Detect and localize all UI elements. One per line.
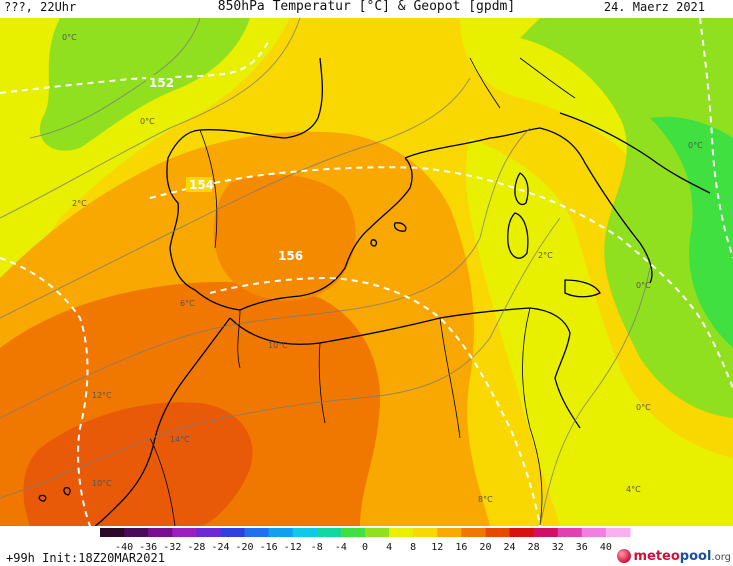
colorbar-ticks: -40 -36 -32 -28 -24 -20 -16 -12 -8 -4 0 4 8 12 16 20 24 2…: [115, 542, 612, 553]
init-time-label: +99h Init:18Z20MAR2021: [6, 551, 165, 565]
colorbar-swatch: [172, 528, 197, 537]
temp-band-20: [23, 402, 253, 526]
colorbar-swatches: [100, 528, 631, 537]
map-header: ???, 22Uhr 850hPa Temperatur [°C] & Geop…: [0, 0, 733, 18]
temperature-colorbar: -40 -36 -32 -28 -24 -20 -16 -12 -8 -4 0 4 8 12 16 20 24 2…: [100, 528, 631, 553]
logo-meteo-text: meteo: [633, 548, 680, 564]
colorbar-swatch: [581, 528, 607, 537]
colorbar-tick-label: -36: [139, 542, 157, 553]
colorbar-tick-label: -28: [187, 542, 205, 553]
colorbar-swatch: [100, 528, 125, 537]
colorbar-swatch: [220, 528, 246, 537]
colorbar-tick-label: 4: [386, 542, 392, 553]
colorbar-tick-label: -12: [284, 542, 302, 553]
colorbar-swatch: [340, 528, 366, 537]
geopot-labels: 152 154 156: [146, 75, 303, 263]
colorbar-tick-label: -16: [260, 542, 278, 553]
temp-label-10b: 10°C: [92, 479, 112, 488]
temp-label-2a: 2°C: [72, 199, 87, 208]
colorbar-swatch: [437, 528, 462, 537]
colorbar-tick-label: 16: [455, 542, 467, 553]
isotherms: [0, 18, 651, 526]
temp-band-4-se: [465, 138, 733, 526]
colorbar-swatch: [413, 528, 438, 537]
colorbar-swatch: [461, 528, 486, 537]
temp-label-12a: 12°C: [92, 391, 112, 400]
temp-band-0-nw: [39, 18, 251, 151]
colorbar-swatch: [365, 528, 390, 537]
map-footer: -40 -36 -32 -28 -24 -20 -16 -12 -8 -4 0 4 8 12 16 20 24 2…: [0, 526, 733, 566]
colorbar-tick-label: 0: [362, 542, 368, 553]
colorbar-swatch: [268, 528, 294, 537]
colorbar-tick-label: -8: [311, 542, 323, 553]
temp-label-0e: 0°C: [688, 141, 703, 150]
geopotential-lines: [0, 18, 733, 526]
forecast-time-label: ???, 22Uhr: [4, 0, 77, 14]
colorbar-tick-label: 12: [431, 542, 443, 553]
coastlines: [38, 57, 711, 526]
temp-label-10a: 10°C: [268, 341, 288, 350]
colorbar-swatch: [292, 528, 318, 537]
colorbar-tick-label: -20: [236, 542, 254, 553]
colorbar-tick-label: 28: [528, 542, 540, 553]
temp-labels: 0°C 0°C 2°C 2°C 6°C 10°C 12°C 14°C 10°C …: [62, 33, 703, 504]
temp-label-0a: 0°C: [62, 33, 77, 42]
colorbar-tick-label: -24: [211, 542, 229, 553]
colorbar-tick-label: -32: [163, 542, 181, 553]
colorbar-tick-label: 40: [600, 542, 612, 553]
geopot-line-154: [149, 166, 733, 389]
temp-label-6a: 6°C: [180, 299, 195, 308]
forecast-date-label: 24. Maerz 2021: [603, 0, 705, 14]
temp-band-minus4-e: [650, 116, 733, 349]
colorbar-swatch: [605, 528, 631, 537]
geopot-label-156: 156: [278, 249, 303, 263]
geopot-label-152: 152: [149, 76, 174, 90]
colorbar-tick-label: -40: [115, 542, 133, 553]
meteopool-logo[interactable]: meteo pool .org: [617, 547, 731, 565]
temp-label-0b: 0°C: [140, 117, 155, 126]
colorbar-swatch: [557, 528, 583, 537]
weather-map: 152 154 156 0°C 0°C 2°C 2°C 6°C 10°C 12°…: [0, 18, 733, 526]
logo-tld-text: .org: [711, 552, 731, 563]
colorbar-tick-label: 8: [410, 542, 416, 553]
temp-label-4a: 4°C: [626, 485, 641, 494]
map-title: 850hPa Temperatur [°C] & Geopot [gpdm]: [217, 0, 516, 14]
colorbar-swatch: [148, 528, 173, 537]
colorbar-swatch: [533, 528, 559, 537]
logo-ball-icon: [617, 549, 632, 563]
colorbar-swatch: [316, 528, 342, 537]
colorbar-swatch: [244, 528, 270, 537]
geopot-label-154: 154: [189, 178, 214, 192]
temp-label-14a: 14°C: [170, 435, 190, 444]
logo-pool-text: pool: [679, 548, 712, 564]
geopot-line-156: [209, 276, 541, 526]
colorbar-swatch: [124, 528, 149, 537]
temp-label-2b: 2°C: [538, 251, 553, 260]
temp-band-16-iberia: [213, 174, 356, 301]
colorbar-tick-label: 32: [552, 542, 564, 553]
colorbar-tick-label: 20: [479, 542, 491, 553]
temp-label-0c: 0°C: [636, 281, 651, 290]
colorbar-swatch: [485, 528, 511, 537]
colorbar-tick-label: 24: [504, 542, 516, 553]
colorbar-swatch: [196, 528, 221, 537]
colorbar-swatch: [389, 528, 414, 537]
temp-label-0d: 0°C: [636, 403, 651, 412]
temp-label-8a: 8°C: [478, 495, 493, 504]
colorbar-tick-label: -4: [335, 542, 347, 553]
colorbar-swatch: [509, 528, 535, 537]
colorbar-tick-label: 36: [576, 542, 588, 553]
